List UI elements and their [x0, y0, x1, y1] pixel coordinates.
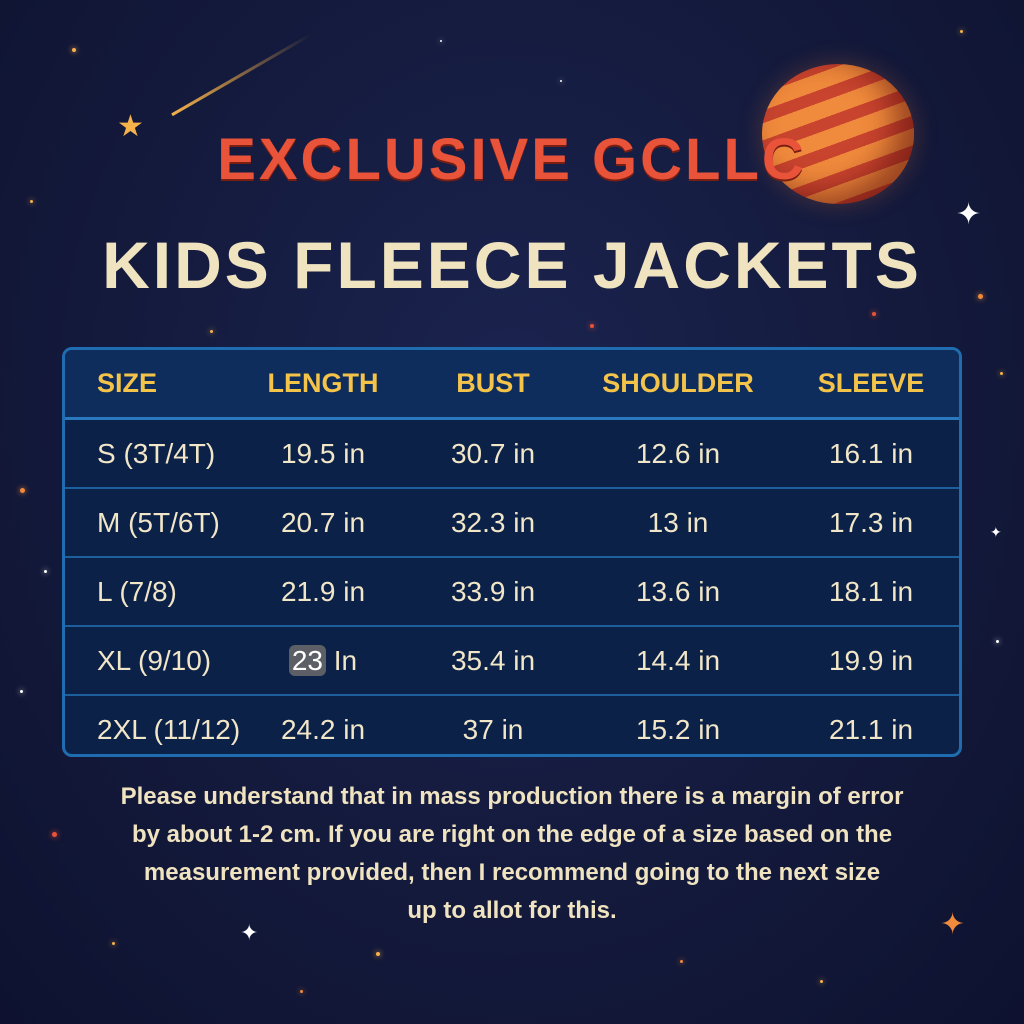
- cell-sleeve: 21.1 in: [828, 714, 914, 745]
- star-icon: [72, 48, 76, 52]
- star-icon: [1000, 372, 1003, 375]
- cell-shoulder: 13.6 in: [635, 576, 721, 607]
- cell-bust: 30.7 in: [450, 438, 536, 469]
- star-icon: [376, 952, 380, 956]
- table-row: XL (9/10) 23 In 35.4 in 14.4 in 19.9 in: [65, 627, 959, 696]
- title-product: KIDS FLEECE JACKETS: [102, 228, 922, 302]
- note-line: measurement provided, then I recommend g…: [143, 859, 881, 886]
- cell-shoulder: 13 in: [647, 507, 709, 538]
- header-size: SIZE: [97, 368, 158, 398]
- star-icon: [20, 488, 25, 493]
- star-icon: [30, 200, 33, 203]
- disclaimer-note: Please understand that in mass productio…: [40, 778, 984, 930]
- cell-length: 21.9 in: [280, 576, 366, 607]
- note-line: Please understand that in mass productio…: [120, 783, 904, 810]
- star-icon: [872, 312, 876, 316]
- star-icon: [210, 330, 213, 333]
- cell-shoulder: 14.4 in: [635, 645, 721, 676]
- cell-shoulder: 12.6 in: [635, 438, 721, 469]
- cell-size: 2XL (11/12): [97, 714, 241, 745]
- cell-length: 24.2 in: [280, 714, 366, 745]
- star-icon: [52, 832, 57, 837]
- planet-icon: [762, 64, 914, 204]
- cell-size: L (7/8): [97, 576, 177, 607]
- cell-bust: 32.3 in: [450, 507, 536, 538]
- cell-length: 20.7 in: [280, 507, 366, 538]
- table-row: M (5T/6T) 20.7 in 32.3 in 13 in 17.3 in: [65, 489, 959, 558]
- cell-sleeve: 19.9 in: [828, 645, 914, 676]
- sparkle-icon: ✦: [240, 920, 259, 945]
- sparkle-icon: ✦: [990, 524, 1002, 540]
- title-brand: EXCLUSIVE GCLLC: [217, 127, 807, 192]
- star-icon: [680, 960, 683, 963]
- star-icon: [996, 640, 999, 643]
- table-row: S (3T/4T) 19.5 in 30.7 in 12.6 in 16.1 i…: [65, 420, 959, 489]
- star-icon: [44, 570, 47, 573]
- table-row: 2XL (11/12) 24.2 in 37 in 15.2 in 21.1 i…: [65, 696, 959, 754]
- sparkle-icon: ✦: [940, 908, 966, 941]
- cell-size: S (3T/4T): [97, 438, 216, 469]
- cell-bust: 37 in: [462, 714, 524, 745]
- note-line: up to allot for this.: [407, 897, 617, 924]
- cell-bust: 35.4 in: [450, 645, 536, 676]
- note-line: by about 1-2 cm. If you are right on the…: [131, 821, 893, 848]
- highlighted-value: 23: [288, 645, 326, 676]
- star-icon: [960, 30, 963, 33]
- star-icon: [20, 690, 23, 693]
- star-icon: [112, 942, 115, 945]
- star-icon: [820, 980, 823, 983]
- size-chart-table: SIZE LENGTH BUST SHOULDER SLEEVE S (3T/4…: [62, 347, 962, 757]
- cell-sleeve: 18.1 in: [828, 576, 914, 607]
- table-row: L (7/8) 21.9 in 33.9 in 13.6 in 18.1 in: [65, 558, 959, 627]
- cell-bust: 33.9 in: [450, 576, 536, 607]
- header-bust: BUST: [456, 368, 530, 398]
- cell-sleeve: 17.3 in: [828, 507, 914, 538]
- shooting-star-icon: ★: [117, 110, 144, 143]
- sparkle-icon: ✦: [956, 198, 982, 231]
- star-icon: [978, 294, 983, 299]
- unit-text: In: [326, 645, 358, 676]
- cell-shoulder: 15.2 in: [635, 714, 721, 745]
- table-header-row: SIZE LENGTH BUST SHOULDER SLEEVE: [65, 350, 959, 420]
- cell-length: 19.5 in: [280, 438, 366, 469]
- header-shoulder: SHOULDER: [602, 368, 754, 398]
- star-icon: [560, 80, 562, 82]
- shooting-star-trail: [171, 33, 312, 117]
- header-length: LENGTH: [267, 368, 379, 398]
- star-icon: [300, 990, 303, 993]
- star-icon: [590, 324, 594, 328]
- cell-sleeve: 16.1 in: [828, 438, 914, 469]
- header-sleeve: SLEEVE: [817, 368, 925, 398]
- cell-size: XL (9/10): [97, 645, 212, 676]
- star-icon: [440, 40, 442, 42]
- cell-size: M (5T/6T): [97, 507, 220, 538]
- cell-length: 23 In: [243, 627, 403, 694]
